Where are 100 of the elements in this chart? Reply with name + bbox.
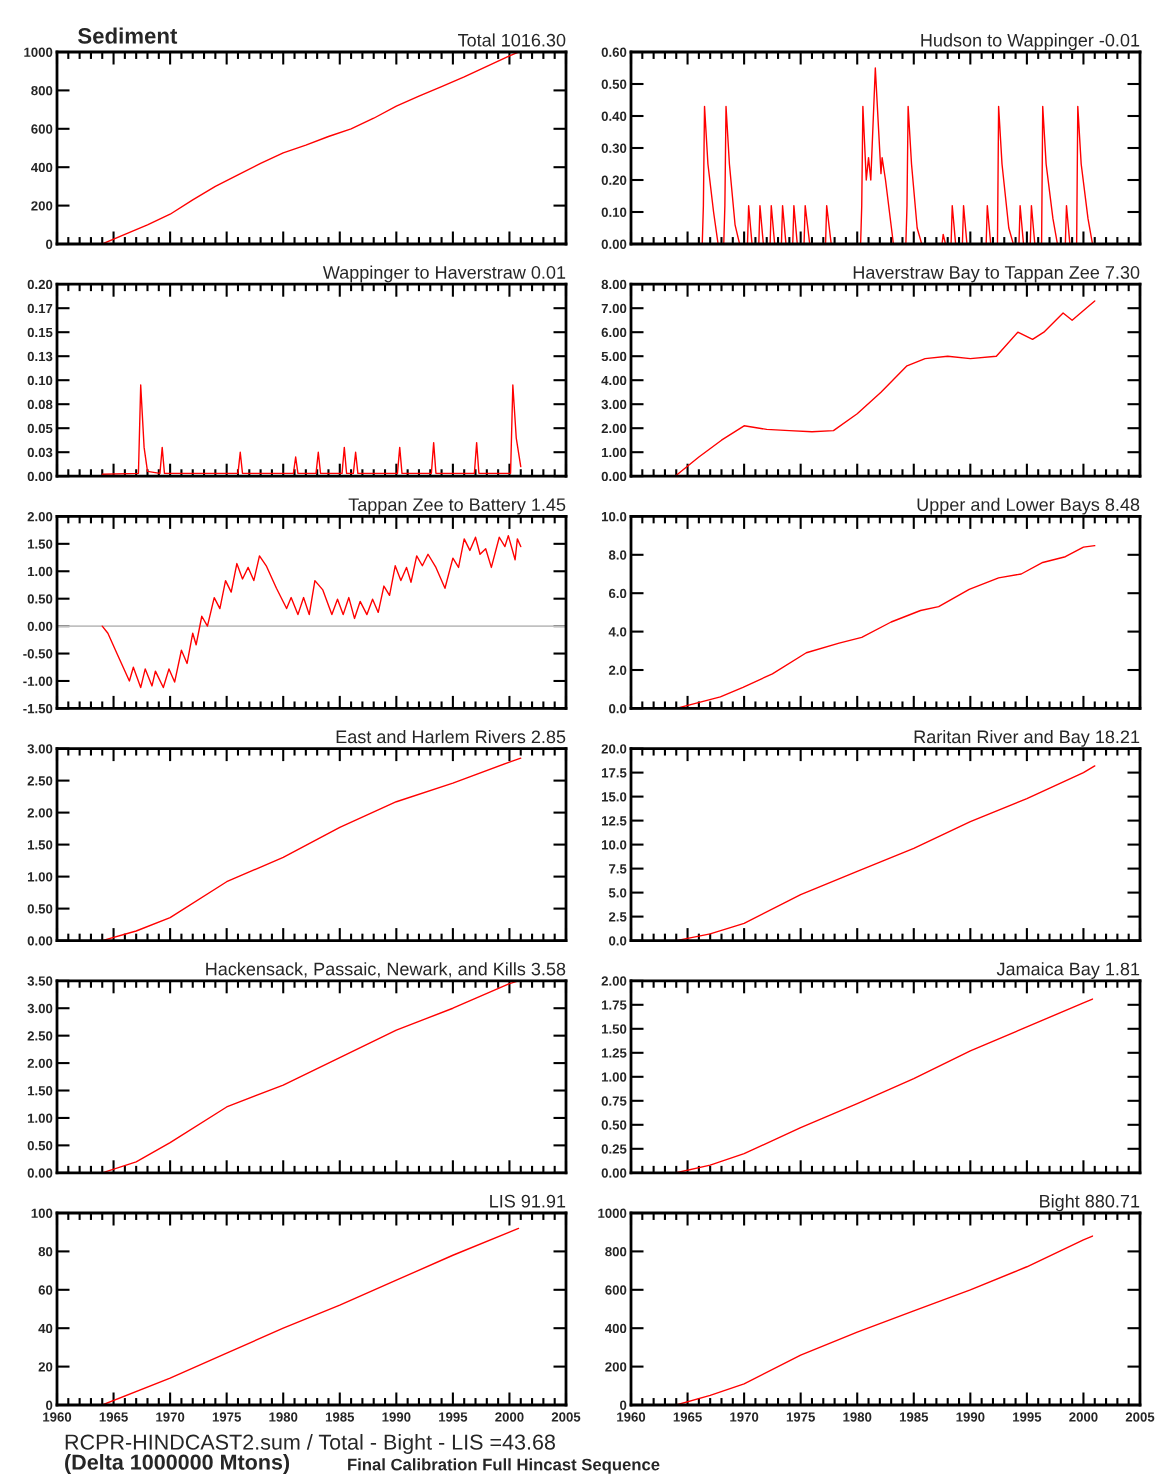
y-tick-label: 1.00 [27,566,53,577]
y-tick-label: 5.00 [601,351,627,362]
y-tick-label: 6.0 [608,588,627,599]
chart-title: LIS 91.91 [490,1194,566,1208]
chart-title: Tappan Zee to Battery 1.45 [348,498,566,515]
y-tick-label: 2.00 [27,1058,53,1068]
y-tick-label: 0.0 [609,703,627,714]
y-tick-label: 0.08 [27,399,53,410]
x-tick-label: 1960 [617,1412,646,1422]
line-series [674,300,1096,477]
y-tick-label: 1000 [24,47,53,57]
y-tick-label: 2.50 [27,1031,53,1041]
y-tick-label: 800 [605,1246,627,1257]
y-tick-label: 2.00 [601,976,627,986]
y-tick-label: 0.05 [27,423,53,434]
y-tick-label: 10.0 [601,511,627,522]
y-tick-label: 1.00 [601,1072,627,1082]
text: RCPR-HINDCAST2.sum / Total - Bight - LIS =43.68 [65,1433,555,1455]
x-tick-label: 1965 [673,1412,702,1422]
y-tick-label: 0.17 [27,303,53,314]
y-tick-label: 1.00 [27,872,53,882]
x-tick-label: 2005 [1125,1412,1155,1422]
y-tick-label: 0.50 [27,1140,53,1151]
x-tick-label: 1975 [212,1412,241,1422]
y-tick-label: 8.00 [601,279,627,290]
x-tick-label: 1990 [956,1412,985,1422]
y-tick-label: 200 [31,201,53,211]
y-tick-label: 0.00 [601,471,627,482]
text: (Delta 1000000 Mtons) [65,1453,290,1475]
y-tick-label: 2.50 [27,776,53,786]
y-tick-label: -0.50 [23,649,53,659]
y-tick-label: 80 [38,1246,53,1257]
x-tick-label: 1985 [899,1412,929,1422]
y-tick-label: 600 [605,1285,627,1295]
y-tick-label: 200 [605,1362,627,1372]
y-tick-label: -1.00 [23,676,53,686]
y-tick-label: 1.00 [601,447,627,458]
y-tick-label: 6.00 [601,327,627,338]
chart-title: Hudson to Wappinger -0.01 [921,33,1140,51]
y-tick-label: 0.30 [601,143,627,153]
text: Final Calibration Full Hincast Sequence [348,1458,660,1474]
y-tick-label: 60 [38,1285,53,1295]
x-tick-label: 1970 [156,1412,185,1422]
y-tick-label: 3.00 [27,1003,53,1014]
x-tick-label: 1985 [325,1412,355,1422]
line-series [101,534,522,689]
x-tick-label: 2000 [1069,1412,1098,1422]
x-tick-label: 1980 [269,1412,298,1422]
y-tick-label: 0.03 [27,447,53,458]
y-tick-label: 5.0 [608,888,627,898]
y-tick-label: 0.10 [27,375,53,386]
y-tick-label: 0.00 [601,239,627,249]
y-tick-label: -1.50 [23,703,53,714]
x-tick-label: 1965 [99,1412,128,1422]
x-tick-label: 1980 [843,1412,872,1422]
y-tick-label: 1.50 [27,1086,53,1096]
y-tick-label: 0.00 [27,936,53,946]
y-tick-label: 0.50 [601,1120,627,1130]
y-tick-label: 20 [38,1362,53,1372]
x-tick-label: 2000 [495,1412,524,1422]
y-tick-label: 0.20 [27,279,53,290]
y-tick-label: 4.0 [608,627,627,637]
y-tick-label: 7.00 [601,303,627,314]
y-tick-label: 20.0 [601,744,627,754]
y-tick-label: 0.0 [609,936,627,946]
chart-title: Haverstraw Bay to Tappan Zee 7.30 [853,266,1140,283]
chart-title: Raritan River and Bay 18.21 [914,729,1140,747]
chart-title: Wappinger to Haverstraw 0.01 [322,265,566,283]
y-tick-label: 0.00 [27,621,53,632]
y-tick-label: 3.00 [27,744,53,754]
y-tick-label: 2.5 [608,912,627,922]
y-tick-label: 0 [620,1400,627,1410]
y-tick-label: 15.0 [601,792,627,802]
y-tick-label: 0 [46,239,53,249]
y-tick-label: 2.0 [608,665,627,675]
y-tick-label: 0.50 [27,904,53,914]
y-tick-label: 0.15 [27,327,53,338]
y-tick-label: 40 [38,1323,53,1334]
y-tick-label: 7.5 [609,864,627,874]
y-tick-label: 3.00 [601,399,627,410]
y-tick-label: 1000 [598,1208,627,1218]
y-tick-label: 0.50 [27,594,53,604]
y-tick-label: 800 [31,85,53,96]
y-tick-label: 0.13 [27,351,53,362]
y-tick-label: 17.5 [601,768,627,778]
y-tick-label: 10.0 [601,840,627,850]
y-tick-label: 0 [46,1400,53,1410]
y-tick-label: 1.00 [27,1113,53,1123]
y-tick-label: 0.00 [27,1168,53,1178]
chart-title: Bight 880.71 [1040,1194,1140,1212]
x-tick-label: 1990 [382,1412,411,1422]
y-tick-label: 1.50 [601,1024,627,1034]
y-tick-label: 400 [605,1323,627,1334]
line-series [101,1227,520,1405]
line-series [101,384,522,475]
y-tick-label: 4.00 [601,375,627,386]
text: Sediment [78,27,178,44]
y-tick-label: 0.50 [601,79,627,89]
x-tick-label: 2005 [551,1412,581,1422]
y-tick-label: 0.75 [601,1096,627,1106]
